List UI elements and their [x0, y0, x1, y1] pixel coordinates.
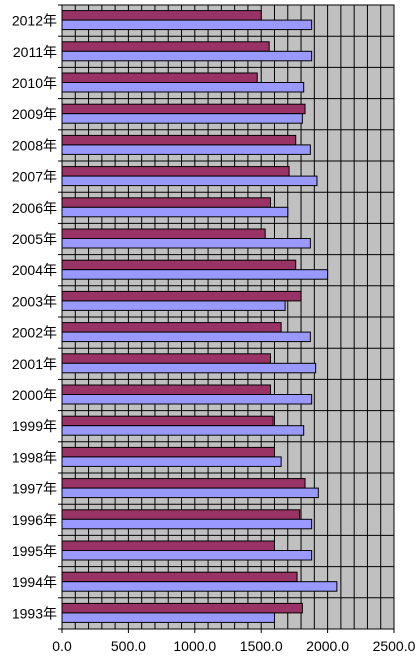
bar-2003年-series-2 [61, 300, 286, 311]
category-labels: 2012年 2011年 2010年 2009年 2008年 2007年 2006年 2005年… [12, 13, 57, 622]
bar-2003年-series-1 [61, 290, 302, 302]
category-label: 1996年 [12, 512, 57, 528]
bar-1993年-series-1 [61, 602, 303, 614]
gridlines [62, 5, 394, 629]
category-label: 2003年 [12, 293, 57, 309]
bar-2006年-series-1 [61, 197, 271, 208]
bar-1994年-series-2 [61, 581, 338, 592]
bar-1997年-series-1 [61, 478, 306, 489]
bar-2011年-series-2 [61, 50, 313, 62]
bar-2009年-series-2 [61, 113, 303, 124]
x-tick-label: 1500.0 [240, 638, 283, 654]
bar-2007年-series-2 [61, 175, 318, 187]
bar-1996年-series-2 [61, 518, 313, 530]
category-label: 2004年 [12, 262, 57, 278]
category-label: 2009年 [12, 106, 57, 122]
bar-1999年-series-1 [61, 415, 274, 427]
bar-2012年-series-1 [61, 10, 262, 21]
bar-2010年-series-2 [61, 82, 305, 93]
x-tick-label: 1000.0 [173, 638, 216, 654]
bar-2007年-series-1 [61, 166, 290, 177]
bar-2004年-series-2 [61, 269, 329, 280]
x-tick-label: 2500.0 [373, 638, 416, 654]
bar-2005年-series-1 [61, 228, 266, 239]
category-label: 2012年 [12, 13, 57, 29]
category-label: 2006年 [12, 200, 57, 216]
category-label: 1997年 [12, 481, 57, 497]
bar-2000年-series-1 [61, 384, 271, 395]
x-tick-label: 0.0 [52, 638, 72, 654]
bar-1996年-series-1 [61, 509, 301, 520]
x-tick-label: 2000.0 [306, 638, 349, 654]
bar-2010年-series-1 [61, 72, 258, 83]
bar-2006年-series-2 [61, 206, 289, 218]
category-label: 1994年 [12, 574, 57, 590]
category-label: 2008年 [12, 137, 57, 153]
category-label: 2000年 [12, 387, 57, 403]
bar-2000年-series-2 [61, 394, 313, 405]
bar-2004年-series-1 [61, 259, 297, 271]
bar-1993年-series-2 [61, 612, 275, 623]
category-label: 2011年 [13, 44, 57, 60]
axes [58, 4, 395, 633]
bar-2001年-series-1 [61, 353, 271, 364]
bars [61, 10, 338, 623]
bar-2012年-series-2 [61, 19, 313, 31]
bar-1998年-series-2 [61, 456, 282, 467]
bar-1997年-series-2 [61, 487, 319, 499]
bar-1999年-series-2 [61, 425, 305, 436]
x-tick-labels: 0.0 500.0 1000.0 1500.0 2000.0 2500.0 [52, 638, 415, 654]
bar-2001年-series-2 [61, 362, 317, 374]
bar-1995年-series-2 [61, 550, 313, 561]
category-label: 2007年 [12, 169, 57, 185]
category-label: 1998年 [12, 449, 57, 465]
bar-2005年-series-2 [61, 238, 311, 249]
bar-1994年-series-1 [61, 571, 298, 583]
bar-2008年-series-1 [61, 134, 297, 146]
bar-2002年-series-2 [61, 331, 311, 343]
category-label: 2001年 [12, 356, 57, 372]
category-label: 2005年 [12, 231, 57, 247]
category-label: 2010年 [12, 75, 57, 91]
category-label: 1999年 [12, 418, 57, 434]
bar-2011年-series-1 [61, 41, 270, 52]
category-label: 2002年 [12, 325, 57, 341]
x-tick-label: 500.0 [111, 638, 146, 654]
category-label: 1993年 [12, 605, 57, 621]
bar-2009年-series-1 [61, 103, 306, 115]
bar-1998年-series-1 [61, 446, 275, 458]
category-label: 1995年 [12, 543, 57, 559]
bar-2008年-series-2 [61, 144, 311, 155]
bar-1995年-series-1 [61, 540, 275, 551]
bar-2002年-series-1 [61, 322, 282, 333]
